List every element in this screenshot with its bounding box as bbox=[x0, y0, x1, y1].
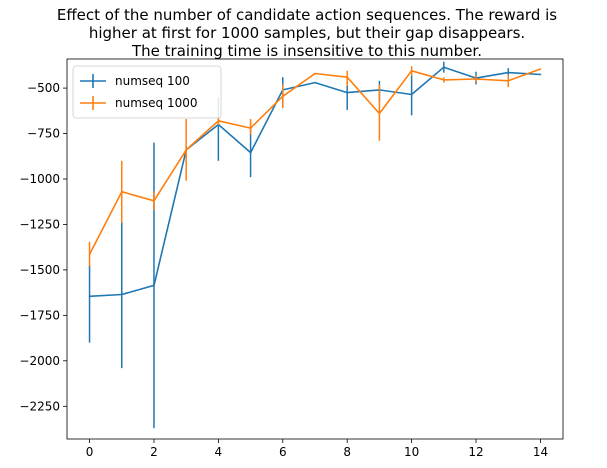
data-point bbox=[153, 284, 155, 287]
legend-item: numseq 1000 bbox=[80, 96, 198, 110]
x-axis: 0 2 4 6 8 10 12 14 bbox=[86, 439, 548, 459]
y-tick-label: −1250 bbox=[19, 217, 60, 231]
data-point bbox=[120, 190, 123, 193]
legend-box bbox=[72, 65, 222, 119]
data-point bbox=[185, 149, 187, 151]
data-point bbox=[410, 70, 413, 72]
y-tick-label: −500 bbox=[27, 81, 60, 95]
data-point bbox=[314, 72, 316, 75]
data-point bbox=[507, 71, 510, 74]
data-point bbox=[539, 73, 542, 76]
y-tick-label: −2000 bbox=[19, 354, 60, 368]
y-tick-label: −2250 bbox=[19, 399, 60, 413]
data-point bbox=[88, 295, 91, 298]
x-tick-label: 8 bbox=[343, 445, 351, 459]
chart-title: Effect of the number of candidate action… bbox=[57, 6, 557, 60]
data-point bbox=[281, 95, 284, 98]
x-tick-label: 10 bbox=[404, 445, 419, 459]
legend: numseq 100 numseq 1000 bbox=[72, 65, 222, 119]
x-tick-label: 6 bbox=[279, 445, 287, 459]
series-2 bbox=[88, 66, 542, 267]
data-point bbox=[378, 112, 381, 115]
data-point bbox=[507, 80, 510, 82]
data-point bbox=[475, 78, 477, 80]
data-point bbox=[443, 79, 445, 81]
x-tick-label: 14 bbox=[533, 445, 548, 459]
y-tick-label: −750 bbox=[27, 127, 60, 141]
data-point bbox=[314, 81, 316, 84]
data-point bbox=[346, 91, 349, 94]
data-point bbox=[153, 200, 155, 202]
data-point bbox=[120, 293, 123, 296]
data-point bbox=[410, 93, 413, 96]
y-tick-label: −1500 bbox=[19, 263, 60, 277]
chart-title-line-1: Effect of the number of candidate action… bbox=[57, 6, 557, 24]
axes-frame bbox=[66, 58, 564, 440]
legend-label: numseq 100 bbox=[115, 74, 190, 88]
chart-title-line-3: The training time is insensitive to this… bbox=[131, 42, 482, 60]
y-tick-label: −1750 bbox=[19, 308, 60, 322]
x-tick-label: 0 bbox=[86, 445, 94, 459]
data-point bbox=[443, 66, 445, 68]
y-tick-label: −1000 bbox=[19, 172, 60, 186]
legend-label: numseq 1000 bbox=[115, 96, 198, 110]
data-point bbox=[249, 127, 252, 129]
data-point bbox=[346, 76, 349, 78]
legend-item: numseq 100 bbox=[80, 74, 190, 88]
data-point bbox=[217, 120, 220, 122]
x-tick-label: 12 bbox=[468, 445, 483, 459]
y-axis: −500 −750 −1000 −1250 −1500 −1750 −2000 −2250 bbox=[19, 81, 67, 413]
data-point bbox=[249, 151, 252, 154]
data-point bbox=[88, 253, 91, 256]
x-tick-label: 4 bbox=[215, 445, 223, 459]
x-tick-label: 2 bbox=[150, 445, 158, 459]
data-point bbox=[539, 68, 542, 70]
chart-title-line-2: higher at first for 1000 samples, but th… bbox=[89, 24, 525, 42]
series-layer bbox=[88, 61, 542, 429]
